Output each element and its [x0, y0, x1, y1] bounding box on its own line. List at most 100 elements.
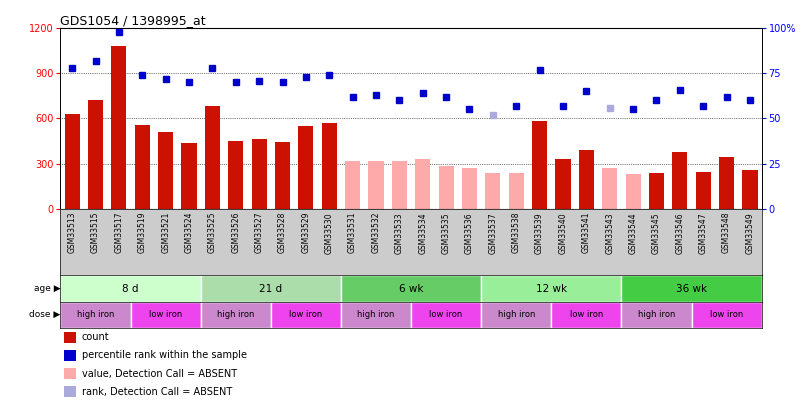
Bar [485, 173, 501, 209]
Bar [135, 125, 150, 209]
Text: GSM33540: GSM33540 [559, 212, 567, 254]
Bar [64, 332, 76, 343]
Bar [602, 168, 617, 209]
Bar [625, 174, 641, 209]
Bar [509, 173, 524, 209]
Bar [251, 139, 267, 209]
Bar [201, 302, 271, 328]
Text: GSM33529: GSM33529 [301, 212, 310, 254]
Text: GSM33541: GSM33541 [582, 212, 591, 254]
Text: GSM33548: GSM33548 [722, 212, 731, 254]
Text: GSM33538: GSM33538 [512, 212, 521, 254]
Bar [368, 160, 384, 209]
Bar [64, 386, 76, 397]
Bar [60, 302, 131, 328]
Text: GSM33539: GSM33539 [535, 212, 544, 254]
Text: GSM33517: GSM33517 [114, 212, 123, 254]
Bar [411, 302, 481, 328]
Text: GSM33536: GSM33536 [465, 212, 474, 254]
Bar [742, 170, 758, 209]
Bar [158, 132, 173, 209]
Text: low iron: low iron [430, 310, 463, 320]
Text: high iron: high iron [357, 310, 395, 320]
Bar [692, 302, 762, 328]
Bar [88, 100, 103, 209]
Bar [228, 141, 243, 209]
Text: GSM33544: GSM33544 [629, 212, 638, 254]
Bar [64, 114, 80, 209]
Text: low iron: low iron [149, 310, 182, 320]
Text: value, Detection Call = ABSENT: value, Detection Call = ABSENT [81, 369, 237, 379]
Text: GSM33513: GSM33513 [68, 212, 77, 254]
Text: GSM33530: GSM33530 [325, 212, 334, 254]
Text: GSM33524: GSM33524 [185, 212, 193, 254]
Text: low iron: low iron [289, 310, 322, 320]
Bar [579, 150, 594, 209]
Bar [60, 275, 201, 302]
Bar [322, 123, 337, 209]
Bar [481, 302, 551, 328]
Bar [719, 157, 734, 209]
Text: GSM33543: GSM33543 [605, 212, 614, 254]
Bar [111, 46, 127, 209]
Bar [64, 368, 76, 379]
Bar [551, 302, 621, 328]
Text: 21 d: 21 d [260, 284, 282, 294]
Text: GSM33519: GSM33519 [138, 212, 147, 254]
Text: GSM33521: GSM33521 [161, 212, 170, 253]
Bar [481, 275, 621, 302]
Text: GSM33515: GSM33515 [91, 212, 100, 254]
Bar [696, 172, 711, 209]
Text: GSM33534: GSM33534 [418, 212, 427, 254]
Bar [201, 275, 341, 302]
Text: GSM33535: GSM33535 [442, 212, 451, 254]
Text: high iron: high iron [638, 310, 675, 320]
Bar [131, 302, 201, 328]
Text: rank, Detection Call = ABSENT: rank, Detection Call = ABSENT [81, 387, 232, 397]
Text: GSM33528: GSM33528 [278, 212, 287, 253]
Bar [532, 122, 547, 209]
Bar [205, 107, 220, 209]
Bar [345, 160, 360, 209]
Bar [181, 143, 197, 209]
Text: 6 wk: 6 wk [399, 284, 423, 294]
Text: GSM33546: GSM33546 [675, 212, 684, 254]
Text: GDS1054 / 1398995_at: GDS1054 / 1398995_at [60, 14, 206, 27]
Bar [341, 275, 481, 302]
Bar [392, 160, 407, 209]
Text: GSM33533: GSM33533 [395, 212, 404, 254]
Text: 36 wk: 36 wk [676, 284, 707, 294]
Text: GSM33531: GSM33531 [348, 212, 357, 254]
Bar [462, 168, 477, 209]
Bar [621, 275, 762, 302]
Text: GSM33537: GSM33537 [488, 212, 497, 254]
Bar [649, 173, 664, 209]
Bar [415, 159, 430, 209]
Bar [341, 302, 411, 328]
Text: dose ▶: dose ▶ [29, 310, 60, 320]
Text: percentile rank within the sample: percentile rank within the sample [81, 350, 247, 360]
Bar [555, 159, 571, 209]
Text: low iron: low iron [570, 310, 603, 320]
Bar [275, 142, 290, 209]
Text: low iron: low iron [710, 310, 743, 320]
Text: GSM33547: GSM33547 [699, 212, 708, 254]
Text: 12 wk: 12 wk [536, 284, 567, 294]
Text: GSM33525: GSM33525 [208, 212, 217, 254]
Text: age ▶: age ▶ [34, 284, 60, 293]
Text: high iron: high iron [497, 310, 535, 320]
Bar [271, 302, 341, 328]
Text: GSM33526: GSM33526 [231, 212, 240, 254]
Bar [64, 350, 76, 361]
Text: GSM33545: GSM33545 [652, 212, 661, 254]
Bar [298, 126, 314, 209]
Text: 8 d: 8 d [123, 284, 139, 294]
Bar [438, 166, 454, 209]
Text: GSM33532: GSM33532 [372, 212, 380, 254]
Text: high iron: high iron [217, 310, 255, 320]
Text: GSM33527: GSM33527 [255, 212, 264, 254]
Bar [672, 151, 688, 209]
Text: high iron: high iron [77, 310, 114, 320]
Bar [621, 302, 692, 328]
Text: count: count [81, 332, 110, 342]
